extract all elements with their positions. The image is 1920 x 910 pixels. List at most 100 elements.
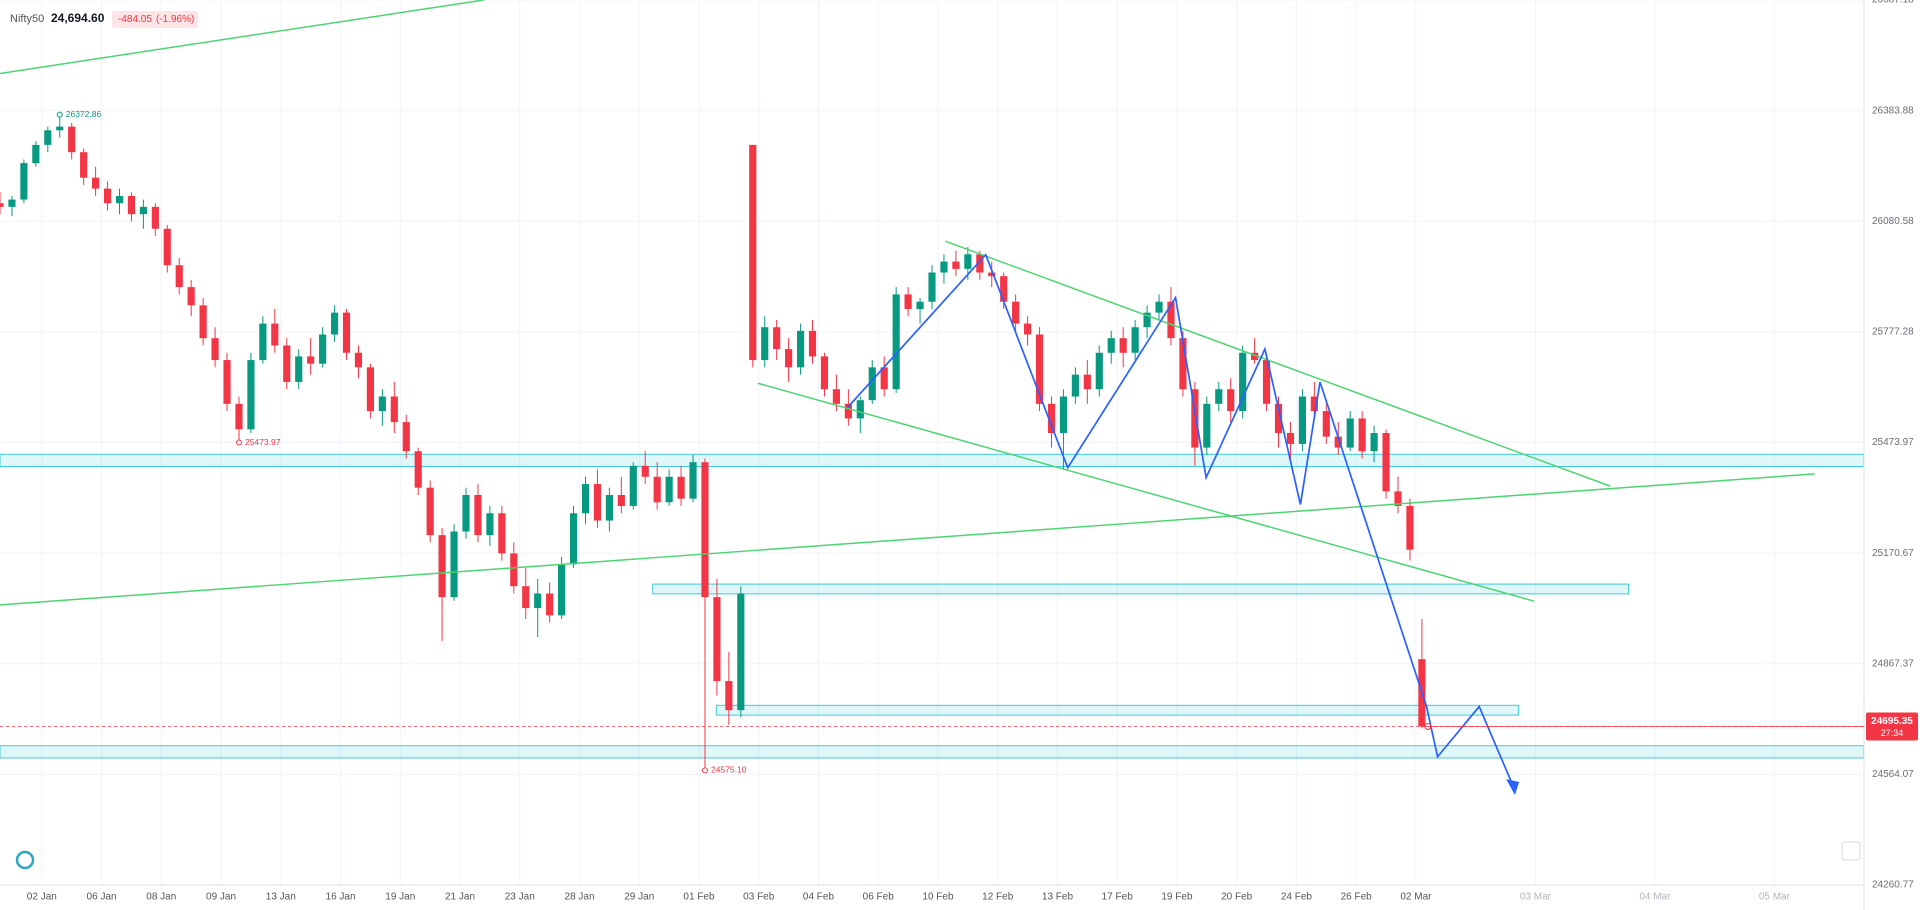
candle-body [354, 352, 363, 368]
candle-body [1059, 396, 1068, 434]
x-tick-label: 24 Feb [1281, 892, 1313, 903]
candle-body [868, 367, 876, 401]
candle-body [1298, 396, 1306, 444]
candle-body [653, 476, 661, 503]
candle-body [1262, 360, 1271, 404]
x-tick-label: 08 Jan [146, 892, 176, 903]
candle-body [892, 294, 900, 390]
candle-body [904, 294, 912, 309]
y-tick-label: 26080.58 [1872, 216, 1914, 227]
candle-body [952, 261, 960, 269]
price-mark-dot [235, 439, 242, 446]
candle-body [629, 465, 637, 506]
candle-body [330, 312, 339, 335]
candle-body [103, 188, 112, 204]
reload-icon[interactable] [15, 850, 35, 870]
candle-body [115, 195, 124, 204]
candle-body [701, 462, 709, 598]
candle-body [713, 597, 721, 682]
candle-body [342, 312, 351, 353]
candle-body [438, 535, 446, 598]
zone [715, 704, 1519, 716]
candle-body [92, 177, 100, 189]
candle-body [1239, 352, 1247, 412]
candle-body [1227, 389, 1235, 412]
candle-body [641, 465, 649, 477]
candle-body [295, 356, 303, 382]
candle-body [0, 203, 4, 207]
price-mark-dot [701, 767, 708, 774]
candle-body [402, 422, 410, 452]
drawings-lines [0, 0, 1815, 796]
price-marks: 26372.86 25473.97 24575.10 [56, 109, 747, 775]
drawings-zones [0, 453, 1865, 759]
candle-body [187, 287, 195, 306]
candle-body [880, 367, 888, 390]
zone [652, 583, 1630, 595]
x-tick-label: 04 Feb [803, 892, 835, 903]
candle-body [522, 586, 530, 609]
candle-body [832, 389, 840, 404]
candle-body [151, 206, 159, 229]
candle-body [569, 513, 578, 565]
candle-body [546, 593, 554, 616]
trend-line [945, 240, 1611, 487]
candle-body [20, 163, 28, 200]
candle-body [820, 356, 829, 390]
y-tick-label: 26383.88 [1872, 105, 1914, 116]
candle-body [426, 487, 434, 536]
candle-body [773, 327, 781, 350]
candle-body [235, 403, 243, 430]
candle-body [928, 272, 936, 302]
x-tick-label: 19 Jan [385, 892, 415, 903]
x-tick-label: 02 Jan [27, 892, 57, 903]
candle-body [558, 564, 566, 616]
candle-body [1083, 374, 1091, 390]
candle-body [1024, 323, 1032, 335]
candle-body [56, 126, 64, 131]
x-tick-label: 28 Jan [564, 892, 594, 903]
candle-body [761, 327, 769, 361]
candle-body [1095, 352, 1103, 390]
price-mark-label: 26372.86 [66, 109, 102, 119]
candle-body [1203, 403, 1211, 448]
x-tick-label: 06 Jan [87, 892, 117, 903]
candle-body [677, 476, 685, 499]
price-mark-label: 24575.10 [711, 765, 747, 775]
candle-body [32, 144, 40, 164]
settings-icon[interactable] [1841, 841, 1861, 861]
candle-body [1155, 301, 1163, 313]
x-tick-label: 19 Feb [1161, 892, 1193, 903]
candle-body [856, 400, 864, 419]
x-tick-label: 17 Feb [1102, 892, 1134, 903]
candle-body [211, 338, 219, 361]
candle-body [1071, 374, 1079, 397]
x-tick-label: 03 Mar [1520, 892, 1552, 903]
candle-body [581, 484, 590, 514]
countdown: 27:34 [1881, 728, 1904, 738]
candle-body [1191, 389, 1199, 448]
candle-body [689, 462, 697, 499]
candle-body [1406, 505, 1414, 550]
candle-body [1167, 301, 1175, 339]
candle-body [1047, 403, 1056, 434]
x-tick-label: 13 Feb [1042, 892, 1074, 903]
y-tick-label: 24564.07 [1872, 769, 1914, 780]
candle-body [976, 254, 984, 273]
candle-body [808, 330, 817, 357]
candle-body [80, 152, 88, 178]
zone [0, 745, 1865, 759]
candle-body [725, 681, 733, 711]
candle-body [665, 476, 673, 503]
candle-body [450, 531, 458, 598]
x-tick-label: 20 Feb [1221, 892, 1253, 903]
candle-body [486, 513, 494, 536]
y-tick-label: 26687.18 [1872, 0, 1914, 6]
x-tick-label: 01 Feb [683, 892, 715, 903]
candle-body [127, 195, 136, 215]
trend-line [0, 0, 484, 75]
x-tick-label: 16 Jan [326, 892, 356, 903]
y-tick-label: 25473.97 [1872, 437, 1914, 448]
